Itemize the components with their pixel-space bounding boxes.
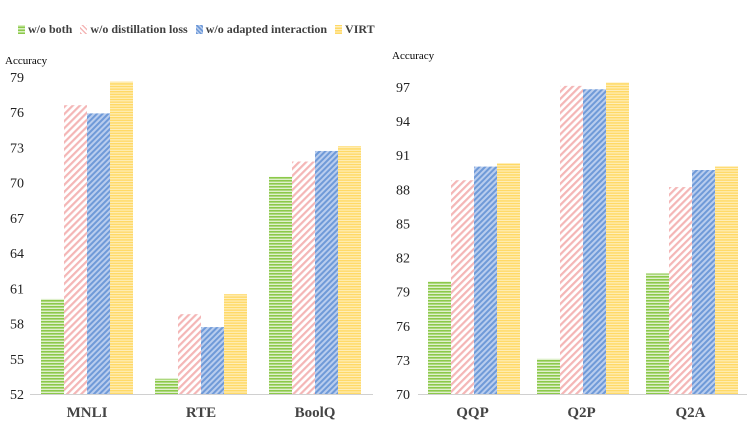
y-tick-label: 70 (10, 177, 24, 192)
y-tick-label: 88 (396, 183, 410, 198)
bar-mnli-w-o-distillation-loss (64, 105, 87, 394)
legend-item-wo-both: w/o both (18, 22, 72, 37)
y-tick-label: 97 (396, 81, 410, 96)
y-tick-label: 67 (10, 212, 24, 227)
legend-label-wo-both: w/o both (28, 22, 73, 36)
chart-legend: w/o both w/o distillation loss w/o adapt… (18, 22, 375, 37)
x-tick-label-q2a: Q2A (676, 405, 706, 421)
legend-label-wo-adapted: w/o adapted interaction (205, 22, 328, 36)
x-tick-label-rte: RTE (186, 405, 216, 421)
y-tick-label: 73 (396, 354, 410, 369)
bar-q2p-w-o-adapted-interaction (583, 89, 606, 394)
bar-qqp-w-o-distillation-loss (451, 180, 474, 394)
bar-q2p-w-o-both (537, 358, 560, 394)
legend-label-virt: VIRT (345, 22, 375, 36)
legend-swatch-wo-adapted (195, 25, 203, 34)
bar-q2a-w-o-adapted-interaction (692, 170, 715, 394)
x-tick-label-boolq: BoolQ (295, 405, 336, 421)
y-tick-label: 58 (10, 318, 24, 333)
x-tick-label-q2p: Q2P (567, 405, 595, 421)
legend-swatch-wo-distillation (80, 25, 88, 34)
bar-q2p-w-o-distillation-loss (560, 85, 583, 394)
bar-q2a-w-o-distillation-loss (669, 187, 692, 394)
legend-item-wo-adapted: w/o adapted interaction (195, 22, 328, 37)
legend-swatch-wo-both (18, 25, 25, 34)
x-tick-label-qqp: QQP (456, 405, 489, 421)
bar-mnli-virt (110, 81, 133, 395)
y-tick-label: 82 (396, 252, 410, 267)
bar-boolq-w-o-adapted-interaction (315, 150, 338, 394)
bar-mnli-w-o-both (41, 298, 64, 394)
bar-qqp-w-o-adapted-interaction (474, 166, 497, 394)
legend-label-wo-distillation: w/o distillation loss (90, 22, 188, 36)
bar-rte-w-o-adapted-interaction (201, 327, 224, 394)
bar-boolq-virt (338, 146, 361, 394)
y-tick-label: 91 (396, 149, 410, 164)
y-tick-label: 79 (10, 71, 24, 86)
y-tick-label: 61 (10, 282, 24, 297)
y-tick-label: 76 (396, 320, 410, 335)
legend-item-virt: VIRT (335, 22, 375, 37)
bar-rte-w-o-both (155, 378, 178, 394)
y-tick-label: 55 (10, 353, 24, 368)
y-axis-label: Accuracy (392, 50, 435, 62)
bar-qqp-virt (497, 163, 520, 394)
y-tick-label: 70 (396, 388, 410, 403)
bar-mnli-w-o-adapted-interaction (87, 113, 110, 394)
y-tick-label: 85 (396, 217, 410, 232)
x-tick-label-mnli: MNLI (67, 405, 108, 421)
legend-swatch-virt (335, 25, 343, 34)
y-tick-label: 79 (396, 286, 410, 301)
y-tick-label: 73 (10, 141, 24, 156)
legend-item-wo-distillation: w/o distillation loss (80, 22, 188, 37)
y-tick-label: 76 (10, 106, 24, 121)
y-tick-label: 94 (396, 115, 410, 130)
bar-boolq-w-o-both (269, 176, 292, 394)
bar-qqp-w-o-both (428, 281, 451, 394)
y-tick-label: 64 (10, 247, 24, 262)
bar-rte-virt (224, 294, 247, 394)
bar-boolq-w-o-distillation-loss (292, 161, 315, 394)
bar-rte-w-o-distillation-loss (178, 314, 201, 394)
bar-q2p-virt (606, 82, 629, 395)
y-tick-label: 52 (10, 388, 24, 403)
bar-q2a-w-o-both (646, 273, 669, 394)
bar-q2a-virt (715, 166, 738, 394)
y-axis-label: Accuracy (5, 55, 48, 67)
